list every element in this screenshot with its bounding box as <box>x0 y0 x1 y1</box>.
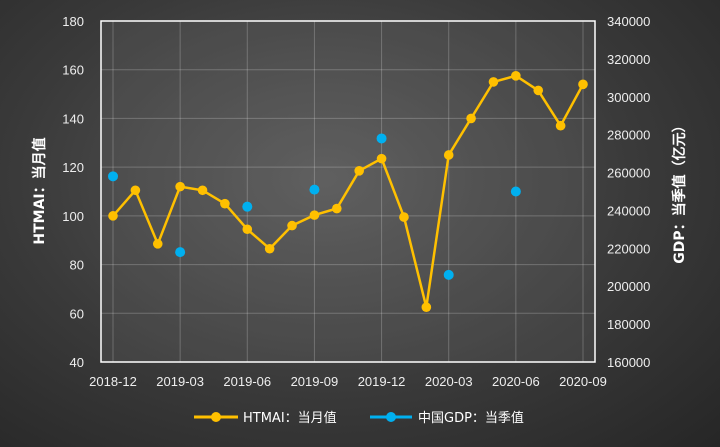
x-tick-label: 2020-09 <box>559 374 607 389</box>
htmai-point <box>421 302 432 312</box>
legend-htmai-marker <box>211 412 221 422</box>
htmai-point <box>488 77 499 87</box>
htmai-point <box>443 150 454 160</box>
htmai-point <box>466 113 476 124</box>
htmai-point <box>555 120 566 131</box>
htmai-point <box>578 79 588 90</box>
right-tick-label: 200000 <box>607 279 650 294</box>
right-tick-label: 180000 <box>607 317 650 332</box>
left-tick-label: 140 <box>62 111 84 126</box>
htmai-point <box>220 198 230 209</box>
right-tick-label: 260000 <box>607 166 650 181</box>
htmai-point <box>511 71 521 81</box>
gdp-point <box>443 269 454 280</box>
right-tick-label: 340000 <box>607 14 650 29</box>
gdp-point <box>108 171 118 182</box>
legend: HTMAI：当月值 中国GDP：当季值 <box>194 410 524 426</box>
left-tick-label: 60 <box>70 306 84 321</box>
htmai-point <box>175 181 185 192</box>
x-tick-label: 2020-06 <box>492 374 540 389</box>
htmai-point <box>533 85 544 96</box>
left-tick-label: 100 <box>62 209 84 224</box>
gdp-point <box>376 133 387 144</box>
x-tick-label: 2020-03 <box>425 374 473 389</box>
x-tick-label: 2019-09 <box>291 374 339 389</box>
htmai-point <box>332 203 342 214</box>
legend-gdp-marker <box>386 412 396 422</box>
htmai-point <box>264 243 275 254</box>
left-tick-label: 160 <box>62 63 84 78</box>
htmai-point <box>197 185 208 196</box>
htmai-point <box>354 165 364 176</box>
gdp-point <box>175 247 186 258</box>
gdp-point <box>309 184 320 195</box>
htmai-point <box>242 224 253 235</box>
left-tick-label: 80 <box>70 258 84 273</box>
left-axis-title: HTMAI：当月值 <box>31 137 48 244</box>
right-tick-label: 240000 <box>607 203 650 218</box>
x-axis-ticks: 2018-12 2019-03 2019-06 2019-09 2019-12 2020-… <box>89 374 607 389</box>
right-tick-label: 220000 <box>607 241 650 256</box>
left-tick-label: 40 <box>70 355 84 370</box>
right-tick-label: 300000 <box>607 90 650 105</box>
left-tick-label: 180 <box>62 14 84 29</box>
right-tick-label: 280000 <box>607 128 650 143</box>
x-tick-label: 2019-12 <box>358 374 406 389</box>
htmai-point <box>130 185 141 196</box>
legend-gdp-label: 中国GDP：当季值 <box>418 410 524 426</box>
htmai-line <box>112 74 585 309</box>
gdp-point <box>242 201 253 212</box>
htmai-point <box>399 212 409 222</box>
htmai-point <box>376 153 387 164</box>
right-axis-title: GDP：当季值（亿元） <box>671 118 688 263</box>
right-axis-ticks: 160000 180000 200000 220000 240000 260000 2800… <box>607 14 650 370</box>
right-tick-label: 160000 <box>607 355 650 370</box>
x-tick-label: 2018-12 <box>89 374 137 389</box>
right-tick-label: 320000 <box>607 52 650 67</box>
x-tick-label: 2019-06 <box>223 374 271 389</box>
left-tick-label: 120 <box>62 160 84 175</box>
htmai-point <box>152 239 163 249</box>
htmai-point <box>309 210 320 220</box>
htmai-point <box>108 211 118 221</box>
legend-htmai-label: HTMAI：当月值 <box>243 410 337 426</box>
left-axis-ticks: 40 60 80 100 120 140 160 180 <box>62 14 84 370</box>
htmai-point <box>287 220 297 231</box>
x-tick-label: 2019-03 <box>156 374 204 389</box>
series-layer <box>108 71 588 312</box>
gdp-point <box>510 186 521 197</box>
